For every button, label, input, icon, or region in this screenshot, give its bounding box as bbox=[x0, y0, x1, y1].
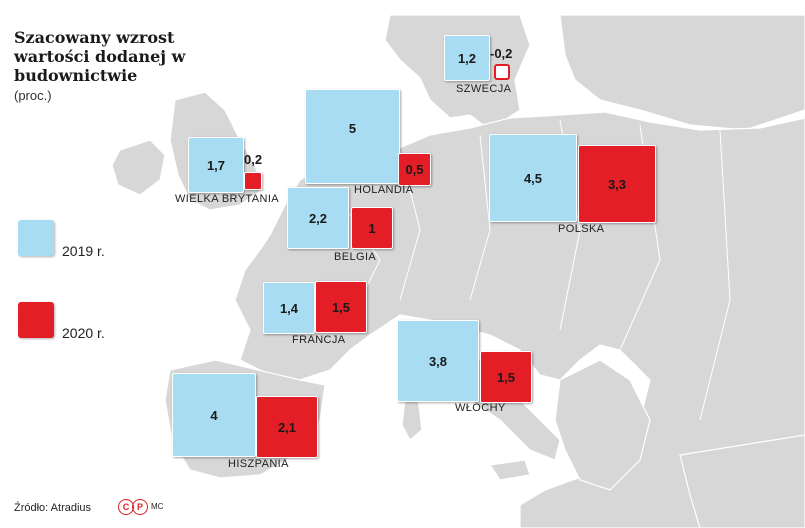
netherlands-2020-square: 0,5 bbox=[398, 153, 431, 186]
poland-2020-value: 3,3 bbox=[607, 176, 627, 192]
finland-landmass bbox=[559, 14, 805, 131]
country-label-netherlands: HOLANDIA bbox=[354, 184, 414, 196]
legend-swatch-2019 bbox=[18, 220, 54, 256]
turkey-landmass bbox=[679, 434, 805, 528]
netherlands-2019-square: 5 bbox=[305, 89, 400, 184]
sicily-landmass bbox=[488, 459, 531, 481]
ireland-landmass bbox=[111, 139, 166, 196]
copyright-p-icon: P bbox=[132, 499, 148, 515]
belgium-2019-square: 2,2 bbox=[287, 187, 349, 249]
country-label-spain: HISZPANIA bbox=[228, 458, 289, 470]
france-2020-value: 1,5 bbox=[331, 299, 351, 315]
source-note: Źródło: Atradius bbox=[14, 502, 92, 514]
author-initials: MC bbox=[151, 502, 164, 511]
sweden-2020-value: -0,2 bbox=[490, 46, 513, 61]
legend-label-2019: 2019 r. bbox=[62, 243, 105, 259]
spain-2020-value: 2,1 bbox=[277, 419, 297, 435]
publisher-logo: C P MC bbox=[118, 498, 163, 518]
chart-subtitle: (proc.) bbox=[14, 88, 52, 103]
sweden-2020-square bbox=[494, 64, 510, 80]
uk-2020-square bbox=[244, 172, 262, 190]
spain-2019-square: 4 bbox=[172, 373, 256, 457]
poland-2020-square: 3,3 bbox=[578, 145, 656, 223]
sweden-2019-square: 1,2 bbox=[444, 35, 490, 81]
belgium-2020-value: 1 bbox=[368, 220, 376, 236]
italy-2019-square: 3,8 bbox=[397, 320, 479, 402]
belgium-2019-value: 2,2 bbox=[308, 210, 328, 226]
france-2019-square: 1,4 bbox=[263, 282, 315, 334]
france-2020-square: 1,5 bbox=[315, 281, 367, 333]
belgium-2020-square: 1 bbox=[351, 207, 393, 249]
country-label-france: FRANCJA bbox=[292, 334, 346, 346]
chart-title: Szacowany wzrost wartości dodanej w budo… bbox=[14, 28, 186, 85]
country-label-italy: WŁOCHY bbox=[455, 402, 506, 414]
poland-2019-value: 4,5 bbox=[523, 170, 543, 186]
country-label-poland: POLSKA bbox=[558, 223, 605, 235]
country-label-belgium: BELGIA bbox=[334, 251, 377, 263]
legend-label-2020: 2020 r. bbox=[62, 325, 105, 341]
italy-2020-square: 1,5 bbox=[480, 351, 532, 403]
netherlands-2020-value: 0,5 bbox=[405, 162, 424, 177]
sweden-2019-value: 1,2 bbox=[457, 50, 477, 66]
uk-2020-value: 0,2 bbox=[244, 152, 263, 167]
balkans-landmass bbox=[554, 359, 651, 491]
france-2019-value: 1,4 bbox=[279, 300, 299, 316]
country-label-uk: WIELKA BRYTANIA bbox=[175, 193, 280, 205]
legend-swatch-2020 bbox=[18, 302, 54, 338]
country-label-sweden: SZWECJA bbox=[456, 83, 512, 95]
italy-2020-value: 1,5 bbox=[496, 369, 516, 385]
uk-2019-value: 1,7 bbox=[206, 157, 226, 173]
italy-2019-value: 3,8 bbox=[428, 353, 448, 369]
sardinia-landmass bbox=[401, 397, 423, 441]
poland-2019-square: 4,5 bbox=[489, 134, 577, 222]
uk-2019-square: 1,7 bbox=[188, 137, 244, 193]
spain-2019-value: 4 bbox=[210, 407, 218, 423]
netherlands-2019-value: 5 bbox=[348, 121, 357, 136]
spain-2020-square: 2,1 bbox=[256, 396, 318, 458]
